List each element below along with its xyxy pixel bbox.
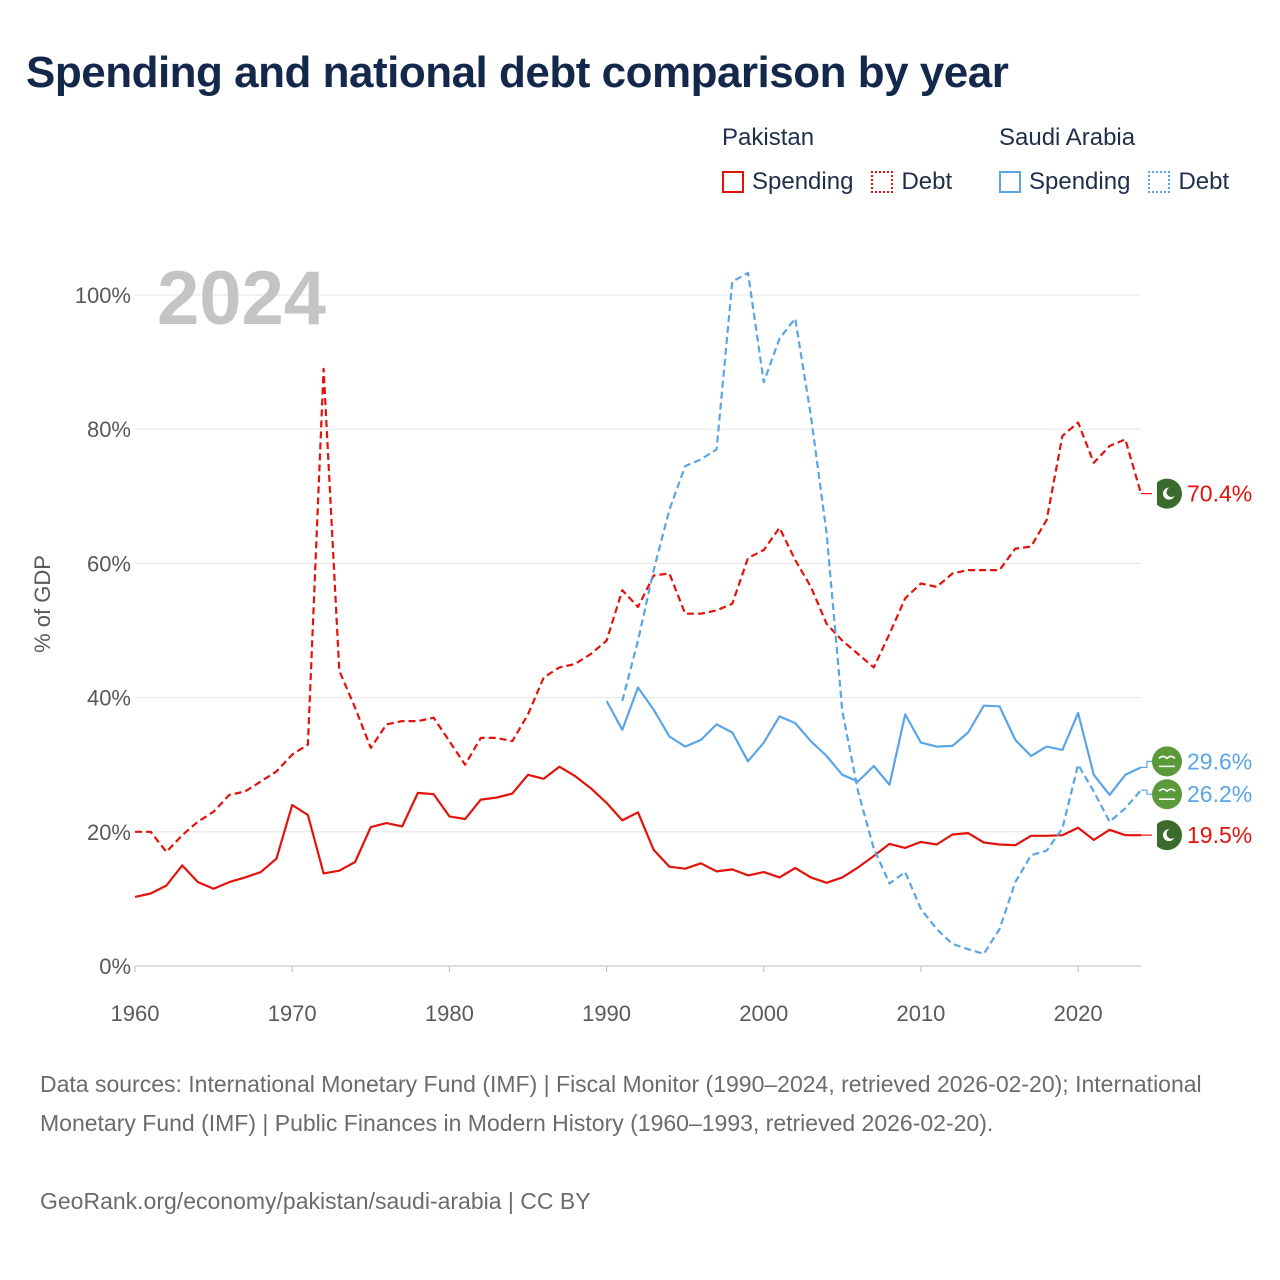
legend-item-label: Spending	[752, 168, 854, 195]
x-tick-label: 2020	[1054, 1001, 1103, 1026]
y-tick-label: 0%	[99, 954, 131, 979]
saudi-arabia-flag-icon	[1152, 746, 1182, 777]
credit-link[interactable]: GeoRank.org/economy/pakistan/saudi-arabi…	[40, 1188, 591, 1214]
series-line-saudi-arabia-spending[interactable]	[605, 686, 1142, 796]
line-chart: 2024 % of GDP 0% 20% 40% 60% 80% 100% 1960 1970…	[30, 256, 1252, 1026]
end-value-label: 70.4%	[1187, 481, 1252, 507]
legend-item-saudi-spending[interactable]: Spending	[999, 168, 1130, 196]
series-line-pakistan-spending[interactable]	[134, 765, 1141, 898]
legend-group-saudi-arabia: Saudi Arabia Spending Debt	[999, 124, 1247, 196]
chart-title: Spending and national debt comparison by…	[26, 48, 1009, 97]
pakistan-flag-icon	[1152, 820, 1182, 851]
end-labels: 70.4% 19.5% 26.2% 29.6%	[1141, 478, 1252, 851]
y-tick-label: 60%	[87, 551, 131, 576]
end-label-connector	[1141, 760, 1153, 768]
saudi-arabia-flag-icon	[1152, 779, 1182, 810]
legend-swatch-solid	[722, 171, 744, 193]
legend-group-pakistan: Pakistan Spending Debt	[722, 124, 970, 196]
y-tick-label: 80%	[87, 417, 131, 442]
legend-swatch-solid	[999, 171, 1021, 193]
legend-item-pakistan-spending[interactable]: Spending	[722, 168, 853, 196]
end-value-label: 29.6%	[1187, 748, 1252, 774]
x-tick-label: 2010	[896, 1001, 945, 1026]
y-tick-label: 100%	[75, 283, 131, 308]
x-tick-label: 2000	[739, 1001, 788, 1026]
x-tick-label: 1980	[425, 1001, 474, 1026]
legend-country-label: Pakistan	[722, 124, 815, 151]
data-sources-note: Data sources: International Monetary Fun…	[40, 1071, 1202, 1136]
end-value-label: 26.2%	[1187, 781, 1252, 807]
y-tick-label: 20%	[87, 820, 131, 845]
axes: 0% 20% 40% 60% 80% 100% 1960 1970 1980 1990 2000 20…	[75, 283, 1103, 1026]
y-tick-label: 40%	[87, 686, 131, 711]
legend-item-label: Debt	[901, 168, 953, 195]
series-line-saudi-arabia-debt[interactable]	[621, 271, 1142, 955]
x-tick-label: 1990	[582, 1001, 631, 1026]
gridlines	[135, 294, 1141, 967]
pakistan-flag-icon	[1152, 478, 1182, 509]
legend-swatch-dotted	[1148, 171, 1171, 193]
series	[134, 271, 1143, 955]
end-label-connector	[1141, 789, 1153, 795]
x-tick-label: 1960	[111, 1001, 160, 1026]
legend-country-label: Saudi Arabia	[999, 124, 1136, 151]
series-line-pakistan-debt[interactable]	[135, 367, 1143, 853]
y-axis-label: % of GDP	[30, 555, 55, 653]
x-tick-label: 1970	[268, 1001, 317, 1026]
legend-item-pakistan-debt[interactable]: Debt	[871, 168, 952, 196]
year-watermark: 2024	[157, 256, 326, 341]
legend-item-label: Debt	[1178, 168, 1230, 195]
legend-item-saudi-debt[interactable]: Debt	[1148, 168, 1229, 196]
legend-swatch-dotted	[871, 171, 894, 193]
legend-item-label: Spending	[1029, 168, 1131, 195]
end-value-label: 19.5%	[1187, 822, 1252, 848]
